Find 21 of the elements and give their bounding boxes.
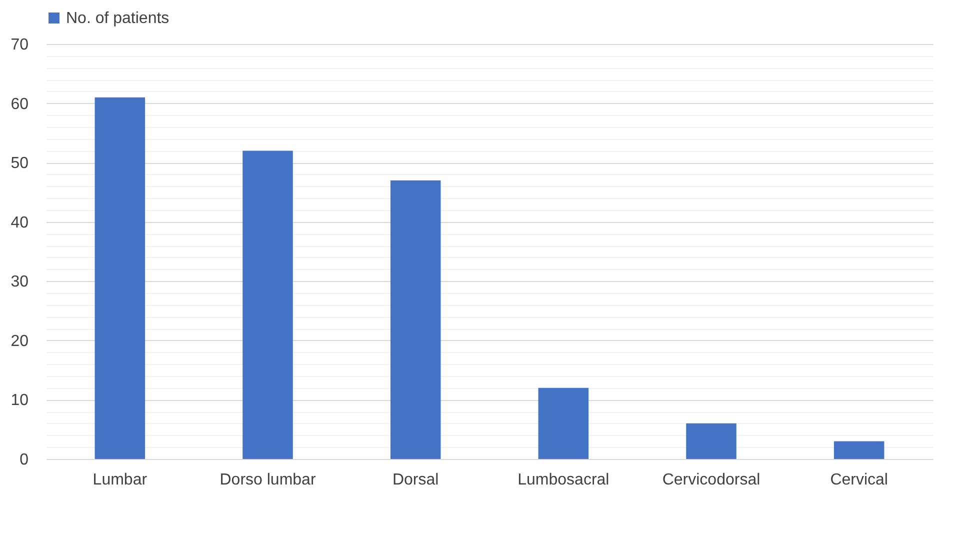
bar <box>242 150 293 459</box>
bar <box>834 441 884 459</box>
x-tick-label: Lumbosacral <box>518 472 610 488</box>
bar <box>538 388 589 459</box>
x-tick-label: Dorsal <box>392 472 439 488</box>
y-tick-label: 50 <box>10 155 29 172</box>
y-tick-label: 10 <box>10 392 29 410</box>
x-tick-label: Cervical <box>830 472 888 488</box>
legend-label: No. of patients <box>66 10 170 27</box>
bar <box>390 180 441 459</box>
y-tick-label: 60 <box>10 96 29 113</box>
x-tick-label: Dorso lumbar <box>220 472 316 488</box>
x-tick-label: Cervicodorsal <box>662 472 760 488</box>
bar <box>94 97 146 459</box>
x-tick-label: Lumbar <box>92 472 148 488</box>
y-tick-label: 40 <box>10 214 29 232</box>
y-tick-label: 70 <box>10 36 29 54</box>
bar <box>686 423 736 459</box>
y-tick-label: 30 <box>10 274 29 291</box>
y-tick-label: 20 <box>10 332 29 350</box>
y-tick-label: 0 <box>20 452 29 468</box>
